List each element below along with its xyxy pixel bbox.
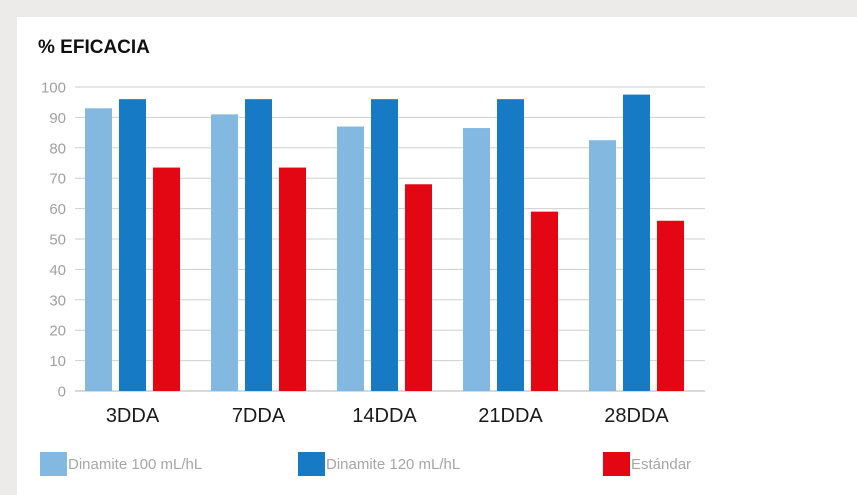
legend-item: Dinamite 120 mL/hL — [298, 452, 460, 476]
y-tick-label: 70 — [49, 171, 66, 188]
bar — [371, 99, 398, 391]
x-tick-label: 28DDA — [604, 405, 669, 427]
y-tick-label: 10 — [49, 353, 66, 370]
bars — [85, 94, 684, 392]
x-tick-label: 3DDA — [106, 405, 160, 427]
bar — [245, 99, 272, 391]
bar — [463, 128, 490, 392]
bar — [153, 167, 180, 391]
legend-swatch — [603, 452, 630, 476]
y-tick-label: 30 — [49, 292, 66, 309]
y-tick-label: 40 — [49, 262, 66, 279]
bar — [337, 126, 364, 392]
bar — [279, 167, 306, 391]
legend-item: Dinamite 100 mL/hL — [40, 452, 202, 476]
bar — [657, 220, 684, 391]
bar — [85, 108, 112, 391]
bar — [531, 211, 558, 391]
y-tick-label: 60 — [49, 201, 66, 218]
y-tick-label: 80 — [49, 140, 66, 157]
legend-item: Estándar — [603, 452, 691, 476]
y-tick-label: 20 — [49, 323, 66, 340]
y-axis-ticks: 0 10 20 30 40 50 60 70 80 90 100 — [41, 80, 66, 401]
legend-label: Dinamite 120 mL/hL — [326, 455, 461, 473]
x-tick-label: 21DDA — [478, 405, 543, 427]
y-tick-label: 0 — [58, 384, 66, 401]
bar — [589, 140, 616, 391]
y-tick-label: 90 — [49, 110, 66, 127]
legend-swatch — [40, 452, 67, 476]
bar — [497, 99, 524, 391]
bar — [119, 99, 146, 391]
x-axis-ticks: 3DDA 7DDA 14DDA 21DDA 28DDA — [106, 405, 670, 427]
bar — [211, 114, 238, 392]
y-tick-label: 50 — [49, 232, 66, 249]
chart-title: % EFICACIA — [38, 37, 150, 58]
legend-label: Dinamite 100 mL/hL — [68, 455, 203, 473]
legend-swatch — [298, 452, 325, 476]
bar — [623, 94, 650, 391]
x-tick-label: 14DDA — [352, 405, 417, 427]
y-tick-label: 100 — [41, 80, 66, 97]
x-tick-label: 7DDA — [232, 405, 286, 427]
legend-label: Estándar — [631, 455, 692, 473]
bar — [405, 184, 432, 391]
